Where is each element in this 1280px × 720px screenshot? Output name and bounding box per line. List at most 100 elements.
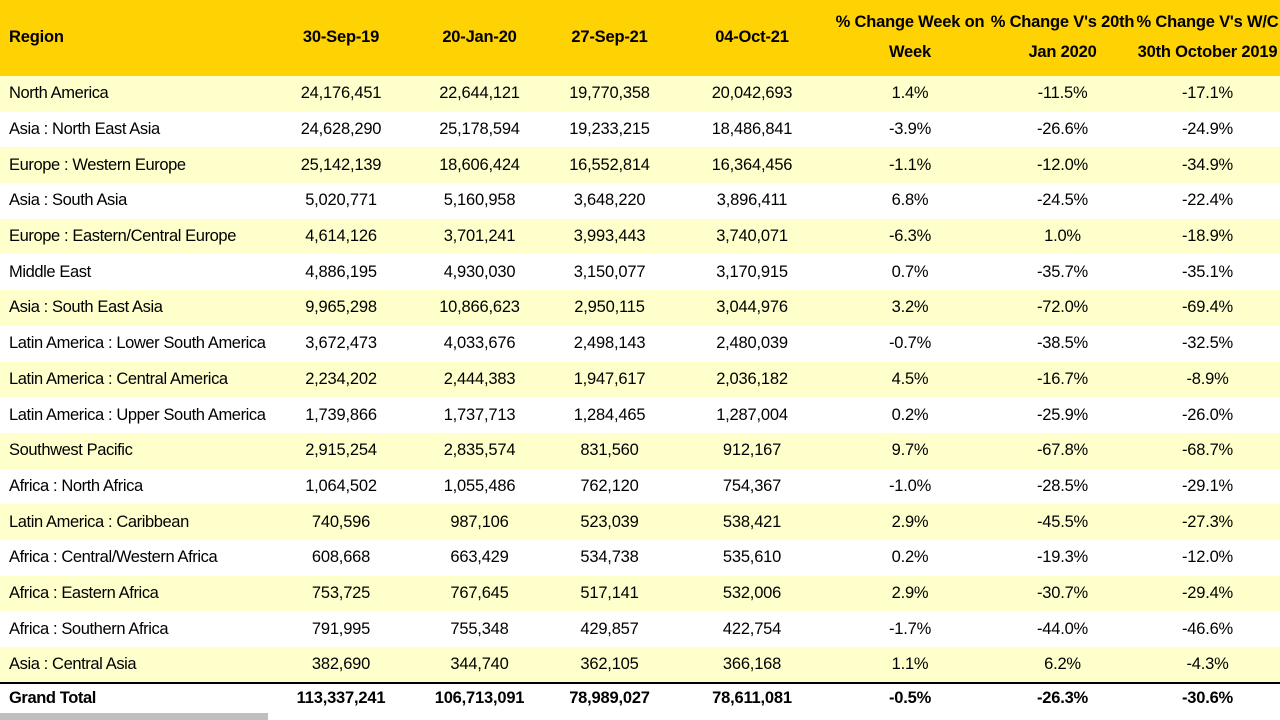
seat-count-cell: 2,480,039 bbox=[716, 334, 788, 353]
seat-count-cell: 1,284,465 bbox=[573, 405, 646, 424]
pct-change-cell: -1.0% bbox=[888, 476, 932, 495]
seat-count-cell: 523,039 bbox=[580, 512, 639, 531]
pct-change-cell: -72.0% bbox=[1036, 298, 1089, 317]
seat-count-cell: 912,167 bbox=[722, 441, 782, 460]
table-row: Asia : South Asia 5,020,771 5,160,958 3,648… bbox=[0, 183, 1280, 219]
table-row: Latin America : Upper South America 1,739… bbox=[0, 397, 1280, 433]
seat-count-cell: 1,287,004 bbox=[716, 405, 788, 424]
pct-change-cell: -12.0% bbox=[1036, 155, 1089, 174]
seat-count-cell: 1,739,866 bbox=[305, 405, 377, 424]
region-cell: Asia : North East Asia bbox=[9, 120, 160, 139]
seat-count-cell: 4,033,676 bbox=[443, 334, 516, 353]
seat-count-cell: 4,614,126 bbox=[305, 227, 377, 246]
pct-change-cell: -24.9% bbox=[1181, 120, 1234, 139]
column-header-region: Region bbox=[0, 0, 268, 76]
region-cell: Africa : North Africa bbox=[9, 476, 143, 495]
seat-count-cell: 25,142,139 bbox=[300, 155, 382, 174]
pct-change-cell: 4.5% bbox=[891, 369, 929, 388]
pct-change-cell: 6.2% bbox=[1044, 654, 1081, 673]
pct-change-cell: 1.1% bbox=[891, 654, 929, 673]
pct-change-cell: -67.8% bbox=[1036, 441, 1089, 460]
pct-change-cell: -32.5% bbox=[1181, 334, 1234, 353]
column-header-pct-change-vs-wc-30th-october-2019: % Change V's W/C 30th October 2019 bbox=[1135, 0, 1280, 76]
column-header-line: Week bbox=[888, 43, 931, 61]
region-cell: Latin America : Upper South America bbox=[9, 405, 266, 424]
pct-change-cell: -38.5% bbox=[1036, 334, 1089, 353]
region-cell: Latin America : Central America bbox=[9, 369, 228, 388]
region-cell: Asia : South Asia bbox=[9, 191, 127, 210]
pct-change-cell: -26.6% bbox=[1036, 120, 1089, 139]
pct-change-cell: -1.7% bbox=[888, 619, 932, 638]
seat-count-cell: 831,560 bbox=[580, 441, 639, 460]
pct-change-cell: 0.2% bbox=[891, 548, 929, 567]
seat-count-cell: 791,995 bbox=[311, 619, 371, 638]
seat-count-cell: 2,915,254 bbox=[305, 441, 377, 460]
seat-count-cell: 344,740 bbox=[450, 654, 509, 673]
pct-change-cell: -68.7% bbox=[1181, 441, 1234, 460]
pct-change-cell: 2.9% bbox=[891, 583, 929, 602]
seat-count-cell: 2,036,182 bbox=[716, 369, 788, 388]
seat-count-cell: 532,006 bbox=[722, 583, 782, 602]
seat-count-cell: 5,020,771 bbox=[305, 191, 377, 210]
seat-count-cell: 20,042,693 bbox=[711, 84, 793, 103]
table-row: Africa : Eastern Africa 753,725 767,645 517… bbox=[0, 575, 1280, 612]
pct-change-cell: -30.7% bbox=[1036, 583, 1089, 602]
pct-change-cell: -29.4% bbox=[1181, 583, 1234, 602]
seat-count-cell: 2,835,574 bbox=[443, 441, 516, 460]
table-row: Latin America : Lower South America 3,672… bbox=[0, 325, 1280, 362]
pct-change-cell: 0.7% bbox=[891, 262, 929, 281]
seat-count-cell: 16,364,456 bbox=[711, 155, 793, 174]
region-cell: North America bbox=[9, 84, 109, 103]
seat-count-cell: 3,044,976 bbox=[716, 298, 788, 317]
seat-count-cell: 3,701,241 bbox=[443, 227, 516, 246]
region-cell: Asia : Central Asia bbox=[9, 654, 137, 673]
seat-count-cell: 4,930,030 bbox=[443, 262, 516, 281]
pct-change-cell: -6.3% bbox=[888, 227, 932, 246]
table-row: Europe : Eastern/Central Europe 4,614,126… bbox=[0, 218, 1280, 255]
table-edge-shadow bbox=[0, 713, 268, 720]
seat-count-cell: 4,886,195 bbox=[305, 262, 377, 281]
pct-change-cell: -34.9% bbox=[1181, 155, 1234, 174]
seat-count-cell: 78,611,081 bbox=[674, 681, 830, 714]
table-row: Asia : Central Asia 382,690 344,740 362,105… bbox=[0, 647, 1280, 683]
table-body: North America 24,176,451 22,644,121 19,770,… bbox=[0, 76, 1280, 714]
table-row: Asia : South East Asia 9,965,298 10,866,62… bbox=[0, 290, 1280, 326]
pct-change-cell: -1.1% bbox=[888, 155, 932, 174]
table-row: Asia : North East Asia 24,628,290 25,178,5… bbox=[0, 111, 1280, 148]
seat-count-cell: 3,150,077 bbox=[573, 262, 646, 281]
seat-count-cell: 2,950,115 bbox=[574, 298, 645, 317]
pct-change-cell: -28.5% bbox=[1036, 476, 1089, 495]
column-header-pct-change-vs-20th-jan-2020: % Change V's 20th Jan 2020 bbox=[990, 0, 1135, 76]
region-cell: Asia : South East Asia bbox=[9, 298, 163, 317]
pct-change-cell: 9.7% bbox=[891, 441, 929, 460]
pct-change-cell: -25.9% bbox=[1036, 405, 1089, 424]
table-row: Middle East 4,886,195 4,930,030 3,150,077 3,… bbox=[0, 254, 1280, 291]
column-header-04-oct-21: 04-Oct-21 bbox=[674, 0, 830, 76]
column-header-pct-change-week-on-week: % Change Week on Week bbox=[830, 0, 990, 76]
seat-count-cell: 753,725 bbox=[311, 583, 371, 602]
seat-count-cell: 19,770,358 bbox=[569, 84, 650, 103]
region-cell: Africa : Southern Africa bbox=[9, 619, 169, 638]
seat-count-cell: 362,105 bbox=[580, 654, 639, 673]
seat-count-cell: 534,738 bbox=[580, 548, 639, 567]
seat-count-cell: 2,444,383 bbox=[443, 369, 516, 388]
pct-change-cell: -4.3% bbox=[1186, 654, 1229, 673]
pct-change-cell: 3.2% bbox=[891, 298, 929, 317]
pct-change-cell: -44.0% bbox=[1036, 619, 1089, 638]
seat-count-cell: 78,989,027 bbox=[545, 681, 674, 714]
seat-count-cell: 663,429 bbox=[450, 548, 509, 567]
seat-count-cell: 754,367 bbox=[722, 476, 782, 495]
seat-count-cell: 25,178,594 bbox=[439, 120, 520, 139]
pct-change-cell: -35.7% bbox=[1036, 262, 1089, 281]
seat-count-cell: 3,170,915 bbox=[716, 262, 788, 281]
pct-change-cell: -46.6% bbox=[1181, 619, 1234, 638]
region-cell: Africa : Eastern Africa bbox=[9, 583, 159, 602]
pct-change-cell: -35.1% bbox=[1181, 262, 1234, 281]
pct-change-cell: -19.3% bbox=[1036, 548, 1089, 567]
region-cell: Middle East bbox=[9, 262, 91, 281]
column-header-27-sep-21: 27-Sep-21 bbox=[545, 0, 674, 76]
pct-change-cell: -69.4% bbox=[1181, 298, 1234, 317]
table-row: Europe : Western Europe 25,142,139 18,606,… bbox=[0, 147, 1280, 184]
